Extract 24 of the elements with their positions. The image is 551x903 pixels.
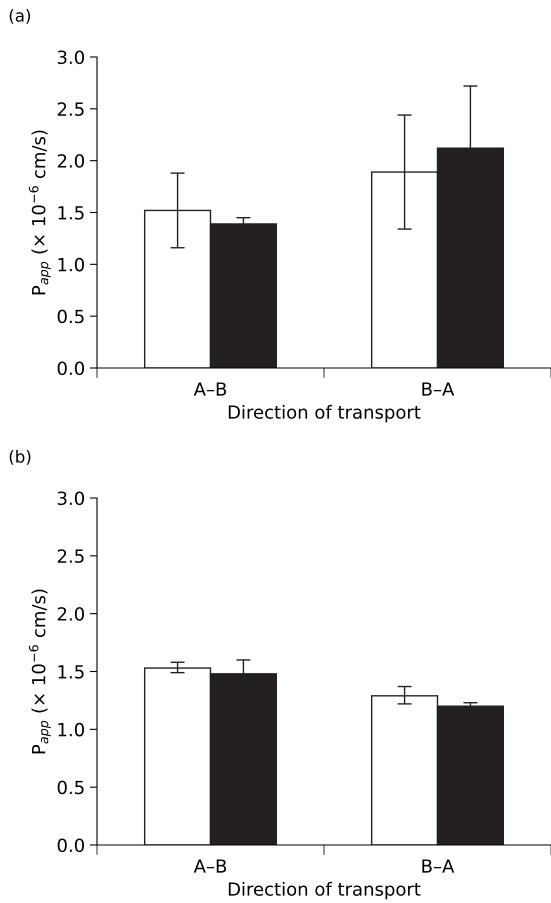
y-tick-label: 1.5 [58,665,84,679]
chart-title: (a) [10,8,30,24]
y-tick-label: 2.5 [58,549,84,563]
y-tick-label: 1.0 [58,722,84,736]
x-tick-label: A–B [194,382,226,396]
y-tick-label: 1.0 [58,258,84,272]
y-tick-label: 2.5 [58,102,84,116]
y-tick-label: 0.0 [58,838,84,852]
y-tick-label: 1.5 [58,206,84,220]
x-axis-title: Direction of transport [228,404,421,422]
y-tick-label: 2.0 [58,607,84,621]
x-tick-label: B–A [422,859,454,873]
y-tick-label: 0.5 [58,310,84,324]
x-tick-label: B–A [422,382,454,396]
y-tick-label: 0.5 [58,780,84,794]
y-tick-label: 2.0 [58,154,84,168]
y-axis-title: P$_{app}$ (× 10$^{−6}$ cm/s) [28,130,51,294]
y-tick-label: 3.0 [58,50,84,64]
chart-title: (b) [10,450,30,465]
x-axis-title: Direction of transport [228,882,421,900]
y-tick-label: 3.0 [58,491,84,506]
x-tick-label: A–B [194,859,226,873]
y-tick-label: 0.0 [58,361,84,376]
y-axis-title: P$_{app}$ (× 10$^{−6}$ cm/s) [28,590,51,754]
